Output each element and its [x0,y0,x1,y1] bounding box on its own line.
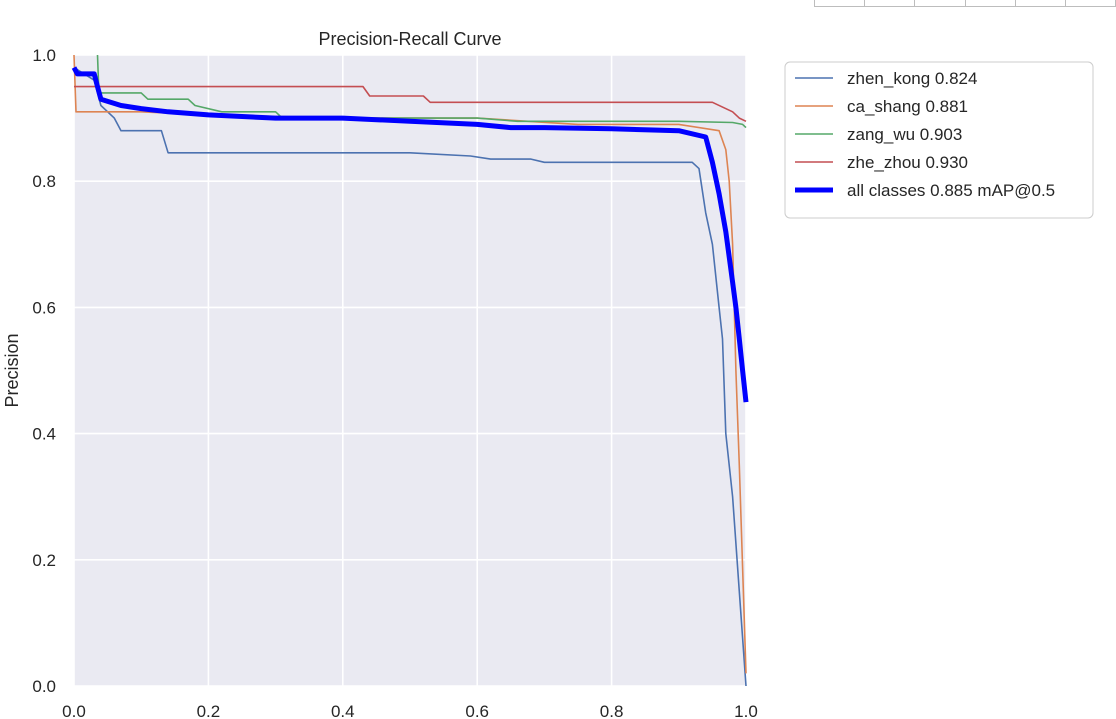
series-layer [71,54,749,687]
x-tick-label: 0.8 [600,702,624,719]
series-line-4 [71,66,749,403]
tick-labels: 0.0 0.2 0.4 0.6 0.8 1.0 0.0 0.2 0.4 0.6 0.8 1.0 [32,46,757,719]
chart-title: Precision-Recall Curve [318,29,501,49]
y-tick-label: 1.0 [32,46,56,65]
y-tick-label: 0.2 [32,551,56,570]
y-tick-label: 0.6 [32,298,56,317]
table-cell [865,0,916,6]
x-tick-label: 1.0 [734,702,758,719]
legend-box [784,61,1094,219]
plot-area [74,55,746,686]
legend-entry: zhe_zhou 0.930 [847,153,968,172]
y-tick-label: 0.8 [32,172,56,191]
y-tick-label: 0.0 [32,677,56,696]
x-tick-label: 0.6 [465,702,489,719]
y-axis-title: Precision [2,333,22,407]
x-tick-label: 0.4 [331,702,355,719]
series-line-0 [73,66,747,687]
series-line-3 [74,85,747,123]
x-tick-label: 0.2 [197,702,221,719]
table-cell [915,0,966,6]
legend: zhen_kong 0.824 ca_shang 0.881 zang_wu 0.9… [784,61,1094,219]
series-line-2 [96,54,747,129]
legend-entry: ca_shang 0.881 [847,97,968,116]
legend-entry: all classes 0.885 mAP@0.5 [847,181,1055,200]
x-tick-label: 0.0 [62,702,86,719]
legend-entry: zhen_kong 0.824 [847,69,977,88]
legend-entry: zang_wu 0.903 [847,125,962,144]
grid [73,54,747,687]
table-cell [966,0,1016,6]
table-cell [1016,0,1066,6]
y-tick-label: 0.4 [32,425,56,444]
table-cell [815,0,866,6]
